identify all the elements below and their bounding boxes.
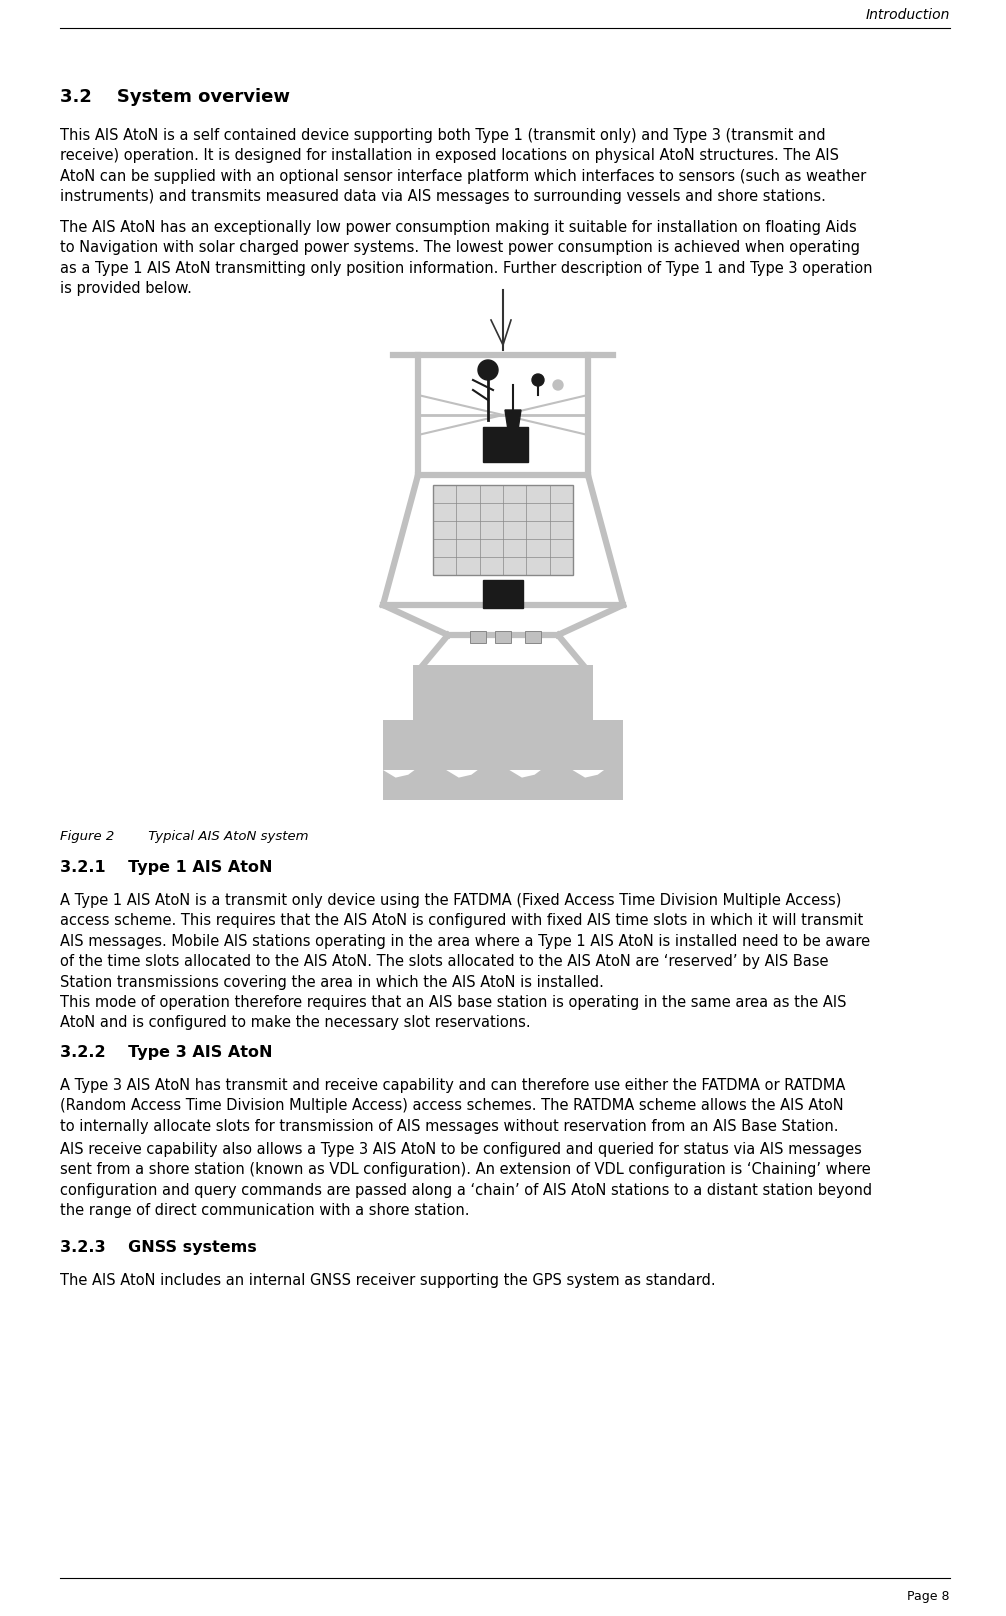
- Text: AIS receive capability also allows a Type 3 AIS AtoN to be configured and querie: AIS receive capability also allows a Typ…: [60, 1143, 872, 1218]
- Bar: [433, 485, 573, 575]
- Bar: [483, 580, 523, 608]
- Text: 3.2.2    Type 3 AIS AtoN: 3.2.2 Type 3 AIS AtoN: [60, 1046, 273, 1060]
- Bar: [483, 427, 528, 462]
- Circle shape: [553, 380, 563, 389]
- Text: This mode of operation therefore requires that an AIS base station is operating : This mode of operation therefore require…: [60, 995, 846, 1031]
- Bar: [525, 630, 541, 643]
- Text: This AIS AtoN is a self contained device supporting both Type 1 (transmit only) : This AIS AtoN is a self contained device…: [60, 128, 866, 204]
- Text: Page 8: Page 8: [907, 1590, 950, 1603]
- Text: Figure 2        Typical AIS AtoN system: Figure 2 Typical AIS AtoN system: [60, 831, 309, 844]
- Text: A Type 3 AIS AtoN has transmit and receive capability and can therefore use eith: A Type 3 AIS AtoN has transmit and recei…: [60, 1078, 845, 1134]
- Bar: [495, 630, 511, 643]
- Text: The AIS AtoN includes an internal GNSS receiver supporting the GPS system as sta: The AIS AtoN includes an internal GNSS r…: [60, 1273, 715, 1288]
- Text: Introduction: Introduction: [865, 8, 950, 23]
- Circle shape: [532, 373, 544, 386]
- Text: The AIS AtoN has an exceptionally low power consumption making it suitable for i: The AIS AtoN has an exceptionally low po…: [60, 220, 872, 296]
- Text: 3.2.3    GNSS systems: 3.2.3 GNSS systems: [60, 1239, 257, 1256]
- Text: 3.2.1    Type 1 AIS AtoN: 3.2.1 Type 1 AIS AtoN: [60, 860, 273, 874]
- Polygon shape: [505, 410, 521, 436]
- Text: A Type 1 AIS AtoN is a transmit only device using the FATDMA (Fixed Access Time : A Type 1 AIS AtoN is a transmit only dev…: [60, 894, 870, 989]
- Bar: [470, 630, 486, 643]
- Circle shape: [478, 360, 498, 380]
- Bar: [383, 721, 623, 769]
- Bar: [413, 666, 593, 721]
- Text: 3.2    System overview: 3.2 System overview: [60, 87, 290, 107]
- Polygon shape: [383, 763, 623, 800]
